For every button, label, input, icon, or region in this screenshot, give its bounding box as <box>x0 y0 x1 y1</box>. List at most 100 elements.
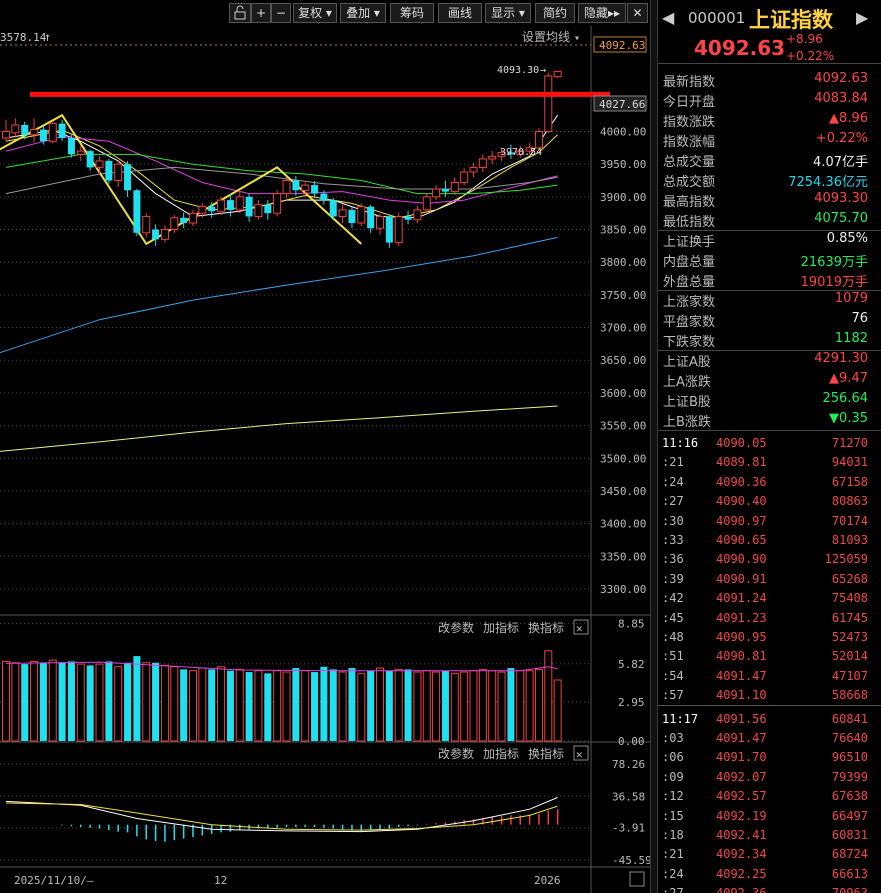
tick-volume: 66497 <box>831 808 868 823</box>
chevron-down-icon: ▾ <box>373 6 380 20</box>
kline-chart[interactable]: 3578.14 ↑ 设置均线 ▾ 4000.00 3950.00 3900.00 38… <box>0 26 650 893</box>
stat-value: 7254.36亿元 <box>788 175 868 190</box>
volume-tick-label: 0.00 <box>618 735 645 748</box>
adjust-button[interactable]: 复权 ▾ <box>293 3 337 23</box>
close-button[interactable]: ✕ <box>627 3 648 23</box>
stat-row: 上证换手 0.85% <box>658 230 868 250</box>
zoom-in-button[interactable]: + <box>251 3 271 23</box>
stat-value: +0.22% <box>815 131 868 146</box>
prev-stock-icon[interactable]: ◀ <box>662 8 675 27</box>
volume-bar <box>544 650 553 742</box>
panel-splitter[interactable] <box>650 0 658 893</box>
candle-body <box>525 147 534 152</box>
tick-volume: 96510 <box>831 750 868 765</box>
candle-body <box>235 196 244 211</box>
stat-value: 4075.70 <box>814 211 868 226</box>
close-icon: ✕ <box>576 748 583 761</box>
tick-volume: 71270 <box>831 436 868 450</box>
candle-body <box>254 204 263 217</box>
hline-tag <box>593 95 647 112</box>
macd-tick-label: 78.26 <box>612 758 645 771</box>
ma-line <box>0 236 558 354</box>
tick-volume: 52014 <box>831 649 868 664</box>
tick-price: 4092.34 <box>716 847 767 862</box>
tick-time: :30 <box>662 513 684 528</box>
dea-line <box>5 802 558 831</box>
stat-row: 上A涨跌 ▲9.47 <box>658 370 868 390</box>
stat-row: 最高指数 4093.30 <box>658 190 868 210</box>
candle-body <box>292 180 300 191</box>
chevron-down-icon: ▾ <box>518 6 525 20</box>
stock-name: 上证指数 <box>749 8 833 32</box>
volume-bar <box>385 670 393 741</box>
candle-body <box>311 185 319 194</box>
next-stock-icon[interactable]: ▶ <box>856 8 869 27</box>
price-tick-label: 3800.00 <box>600 256 646 269</box>
stat-row: 上证A股 4291.30 <box>658 350 868 370</box>
tick-time: :27 <box>662 886 684 893</box>
draw-line-button[interactable]: 画线 <box>438 3 482 23</box>
price-tick-label: 3600.00 <box>600 387 646 400</box>
volume-bar <box>367 670 375 741</box>
ma-settings-link[interactable]: 设置均线 <box>522 30 570 44</box>
stat-value: ▲8.96 <box>829 111 868 126</box>
tick-row: :39 4090.91 65268 <box>658 570 868 589</box>
chips-button[interactable]: 筹码 <box>390 3 434 23</box>
simple-button[interactable]: 简约 <box>535 3 575 23</box>
tick-volume: 58668 <box>831 688 868 703</box>
volume-bar <box>198 667 207 742</box>
indicator-button: 换指标 <box>528 746 564 761</box>
hide-button[interactable]: 隐藏▸▸ <box>578 3 626 23</box>
volume-bar <box>105 661 113 741</box>
price-tick-label: 3350.00 <box>600 550 646 563</box>
tick-price: 4090.90 <box>716 552 767 567</box>
volume-bar <box>76 663 85 742</box>
tick-volume: 60841 <box>831 711 868 726</box>
stat-value: 21639万手 <box>800 255 868 270</box>
stat-label: 上证换手 <box>663 235 716 250</box>
volume-bar <box>95 663 104 742</box>
close-icon: ✕ <box>576 622 583 635</box>
volume-bar <box>264 673 272 741</box>
tick-row: :18 4092.41 60831 <box>658 826 868 845</box>
tick-row: :21 4089.81 94031 <box>658 453 868 472</box>
tick-time: :15 <box>662 808 684 823</box>
tick-price: 4090.05 <box>716 436 767 450</box>
candle-body <box>450 181 459 193</box>
zoom-out-button[interactable]: − <box>271 3 291 23</box>
stat-divider <box>658 290 881 291</box>
candle-body <box>114 163 123 182</box>
candle-body <box>67 138 75 155</box>
candle-body <box>385 216 393 243</box>
chart-toolbar: + − 复权 ▾ 叠加 ▾ 筹码 画线 显示 ▾ 简约 隐藏▸▸ ✕ <box>0 0 650 26</box>
stat-value: 1079 <box>834 291 868 306</box>
candle-body <box>11 124 20 134</box>
tick-price: 4091.56 <box>716 711 767 726</box>
display-button[interactable]: 显示 ▾ <box>485 3 531 23</box>
volume-bar <box>311 672 319 741</box>
candle-body <box>48 123 57 142</box>
stat-label: 今日开盘 <box>663 95 716 110</box>
last-price-tag-text: 4092.63 <box>599 39 645 52</box>
tick-volume: 47107 <box>831 668 868 683</box>
stat-divider <box>658 230 881 231</box>
volume-bar <box>488 670 497 742</box>
change-value: +8.96 <box>786 32 823 46</box>
overlay-button[interactable]: 叠加 ▾ <box>340 3 386 23</box>
volume-ma-line <box>5 661 558 672</box>
stat-label: 上证B股 <box>663 395 711 410</box>
candle-body <box>320 193 328 201</box>
volume-tick-label: 2.95 <box>618 696 645 709</box>
volume-bar <box>170 666 179 742</box>
candle-body <box>21 124 29 135</box>
price-tick-label: 3400.00 <box>600 518 646 531</box>
stat-value: ▲9.47 <box>829 371 868 386</box>
tick-volume: 52473 <box>831 630 868 644</box>
candle-body <box>105 160 113 181</box>
candle-body <box>189 212 197 224</box>
lock-icon-button[interactable] <box>229 3 251 23</box>
tick-volume: 75408 <box>831 591 868 606</box>
candle-body <box>2 131 10 139</box>
stat-label: 总成交额 <box>663 175 716 190</box>
candle-body <box>217 199 226 212</box>
